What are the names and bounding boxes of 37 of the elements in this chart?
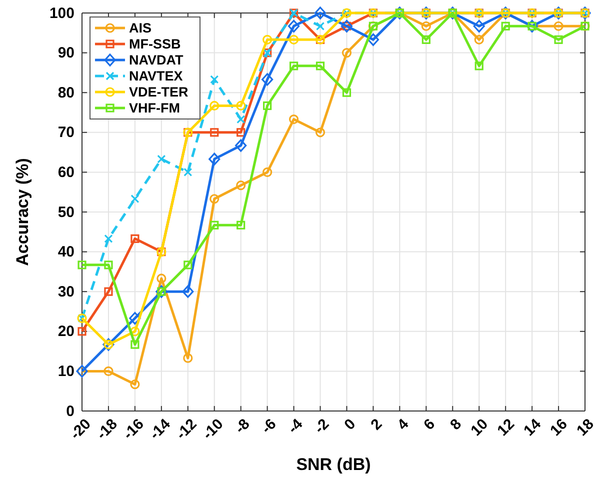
x-tick-label: 18 bbox=[574, 416, 598, 440]
legend-label: VDE-TER bbox=[129, 84, 189, 100]
x-tick-label: -4 bbox=[284, 415, 307, 438]
x-tick-label: 4 bbox=[394, 415, 413, 434]
y-tick-label: 100 bbox=[49, 4, 74, 22]
x-tick-label: 2 bbox=[368, 416, 386, 434]
x-tick-label: -16 bbox=[120, 416, 148, 443]
legend-label: NAVTEX bbox=[129, 68, 183, 84]
y-tick-label: 70 bbox=[58, 124, 74, 142]
y-tick-label: 10 bbox=[58, 363, 74, 380]
x-tick-label: -18 bbox=[93, 416, 121, 443]
x-tick-label: -2 bbox=[311, 416, 333, 438]
legend-label: MF-SSB bbox=[129, 36, 181, 52]
x-tick-label: -8 bbox=[232, 416, 254, 438]
x-tick-label: -12 bbox=[172, 416, 200, 443]
x-tick-label: -14 bbox=[146, 415, 174, 443]
x-tick-label: 12 bbox=[494, 416, 518, 440]
x-tick-label: -6 bbox=[258, 416, 280, 438]
y-tick-label: 50 bbox=[58, 204, 74, 221]
y-tick-label: 30 bbox=[58, 283, 74, 300]
y-tick-label: 20 bbox=[58, 323, 74, 340]
y-tick-label: 90 bbox=[58, 44, 74, 62]
x-tick-label: 10 bbox=[468, 416, 492, 440]
legend-label: NAVDAT bbox=[129, 52, 184, 68]
y-tick-label: 80 bbox=[58, 84, 74, 102]
x-tick-label: 0 bbox=[341, 416, 360, 434]
legend-label: AIS bbox=[129, 20, 152, 36]
x-tick-label: 6 bbox=[420, 416, 439, 434]
legend-label: VHF-FM bbox=[129, 100, 180, 116]
y-tick-label: 60 bbox=[58, 164, 74, 181]
y-tick-label: 40 bbox=[58, 244, 74, 261]
y-axis-title: Accuracy (%) bbox=[13, 158, 32, 266]
x-tick-label: -10 bbox=[199, 416, 227, 443]
x-tick-label: 16 bbox=[547, 416, 571, 440]
x-tick-label: 8 bbox=[447, 416, 466, 434]
x-axis-title: SNR (dB) bbox=[296, 455, 371, 474]
x-tick-label: 14 bbox=[520, 415, 545, 440]
